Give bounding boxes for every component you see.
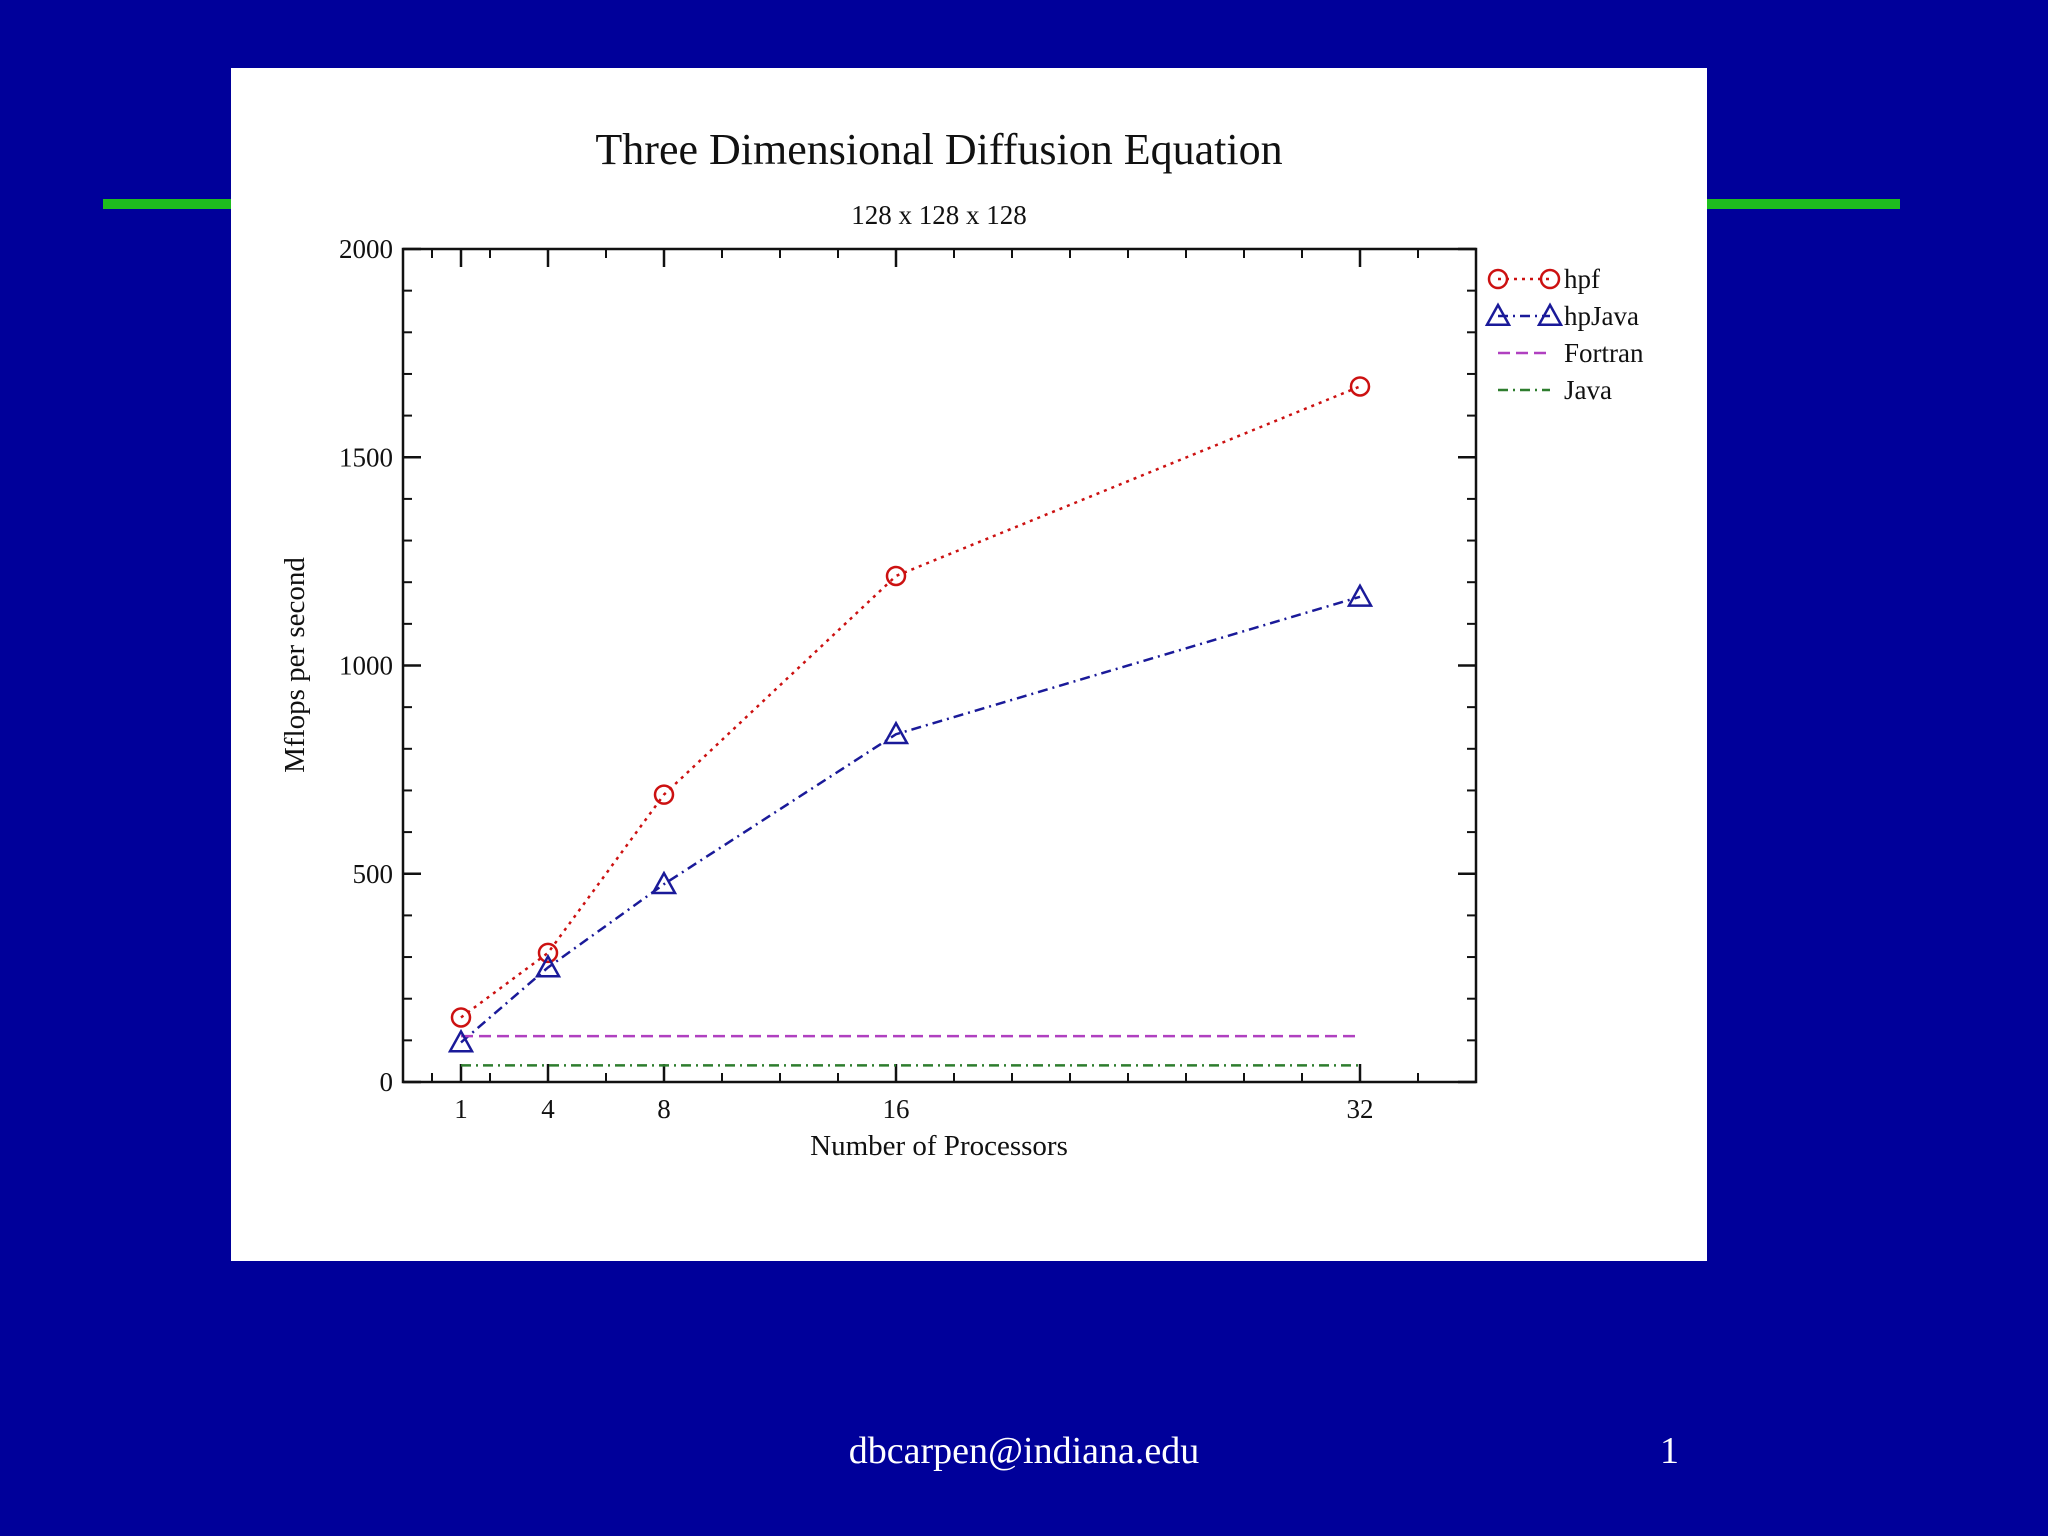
point-hpjava <box>650 870 678 895</box>
y-tick-label: 1500 <box>339 442 393 472</box>
legend-marker-hpf <box>1487 268 1509 290</box>
y-tick-label: 0 <box>380 1067 394 1097</box>
chart-title: Three Dimensional Diffusion Equation <box>595 125 1282 174</box>
x-tick-label: 16 <box>883 1094 910 1124</box>
chart-legend: hpf hpJava Fortran Java <box>1484 264 1644 405</box>
point-hpjava <box>447 1028 475 1053</box>
x-tick-label: 1 <box>454 1094 468 1124</box>
legend-marker-hpjava <box>1536 302 1564 327</box>
legend-marker-hpf <box>1539 268 1561 290</box>
point-hpf <box>450 1007 472 1028</box>
point-hpf <box>653 784 675 805</box>
legend-label-hpf: hpf <box>1564 264 1600 294</box>
y-tick-label: 1000 <box>339 651 393 681</box>
x-tick-label: 8 <box>657 1094 671 1124</box>
footer-email: dbcarpen@indiana.edu <box>848 1430 1200 1472</box>
x-tick-label: 4 <box>541 1094 555 1124</box>
legend-label-fortran: Fortran <box>1564 338 1644 368</box>
legend-label-java: Java <box>1564 375 1612 405</box>
axis-ticks: 0 500 1000 1500 2000 1 4 8 16 32 <box>339 234 1476 1124</box>
series-line-hpf <box>460 385 1361 1019</box>
chart-subtitle: 128 x 128 x 128 <box>851 200 1027 230</box>
point-hpjava <box>882 720 910 745</box>
series-markers <box>447 376 1374 1053</box>
point-hpf <box>537 942 559 964</box>
point-hpf <box>885 565 907 587</box>
chart-panel: Three Dimensional Diffusion Equation 128… <box>231 68 1707 1261</box>
series-line-hpjava <box>460 595 1361 1044</box>
point-hpjava <box>534 953 562 978</box>
x-axis-label: Number of Processors <box>810 1130 1068 1162</box>
point-hpjava <box>1346 583 1374 607</box>
legend-marker-hpjava <box>1484 302 1512 327</box>
y-tick-label: 2000 <box>339 234 393 264</box>
series-lines <box>460 385 1361 1067</box>
y-axis-label: Mflops per second <box>279 557 311 773</box>
diffusion-chart: Three Dimensional Diffusion Equation 128… <box>279 125 1644 1162</box>
y-tick-label: 500 <box>353 859 394 889</box>
x-tick-label: 32 <box>1347 1094 1374 1124</box>
legend-label-hpjava: hpJava <box>1564 301 1639 331</box>
page-number: 1 <box>1660 1430 1679 1472</box>
point-hpf <box>1349 376 1371 397</box>
